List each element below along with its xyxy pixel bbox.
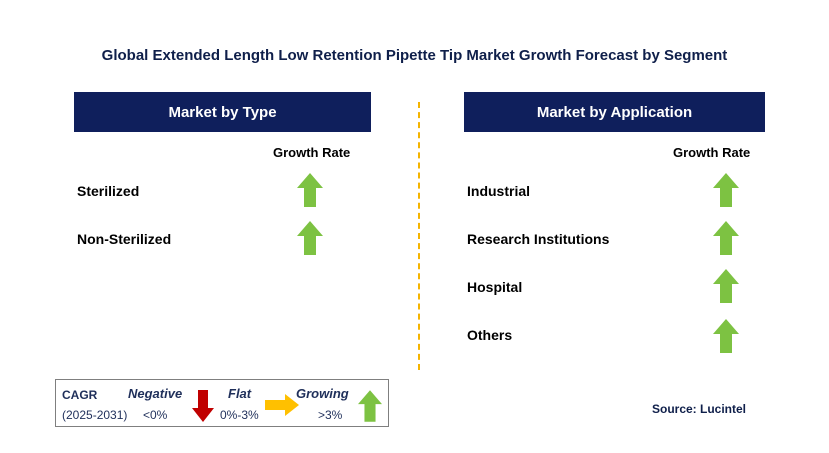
chart-title: Global Extended Length Low Retention Pip… xyxy=(101,47,728,64)
flat-arrow-icon xyxy=(265,394,299,416)
flat-range: 0%-3% xyxy=(220,408,259,422)
negative-arrow-icon xyxy=(192,390,214,422)
growing-arrow-icon xyxy=(297,173,323,207)
growing-arrow-icon xyxy=(713,319,739,353)
type-growth-rate-label: Growth Rate xyxy=(273,145,351,160)
application-item-label: Hospital xyxy=(467,279,523,295)
cagr-period: (2025-2031) xyxy=(62,408,128,422)
growing-arrow-icon xyxy=(358,390,382,422)
growing-arrow-icon xyxy=(713,269,739,303)
growing-arrow-icon xyxy=(713,221,739,255)
cagr-label: CAGR xyxy=(62,388,98,402)
source-note: Source: Lucintel xyxy=(652,402,747,416)
growing-arrow-icon xyxy=(297,221,323,255)
panel-divider xyxy=(418,102,420,370)
cagr-legend: CAGR (2025-2031) Negative <0% Flat 0%-3%… xyxy=(55,379,389,427)
application-segment-header: Market by Application xyxy=(464,92,765,132)
application-item-label: Industrial xyxy=(467,183,531,199)
flat-label: Flat xyxy=(228,386,252,401)
growing-label: Growing xyxy=(296,386,349,401)
type-segment-header: Market by Type xyxy=(74,92,371,132)
growing-range: >3% xyxy=(318,408,343,422)
application-item-label: Research Institutions xyxy=(467,231,610,247)
negative-label: Negative xyxy=(128,386,183,401)
growing-arrow-icon xyxy=(713,173,739,207)
negative-range: <0% xyxy=(143,408,168,422)
application-item-label: Others xyxy=(467,327,513,343)
type-item-label: Non-Sterilized xyxy=(77,231,172,247)
application-growth-rate-label: Growth Rate xyxy=(673,145,751,160)
type-item-label: Sterilized xyxy=(77,183,140,199)
